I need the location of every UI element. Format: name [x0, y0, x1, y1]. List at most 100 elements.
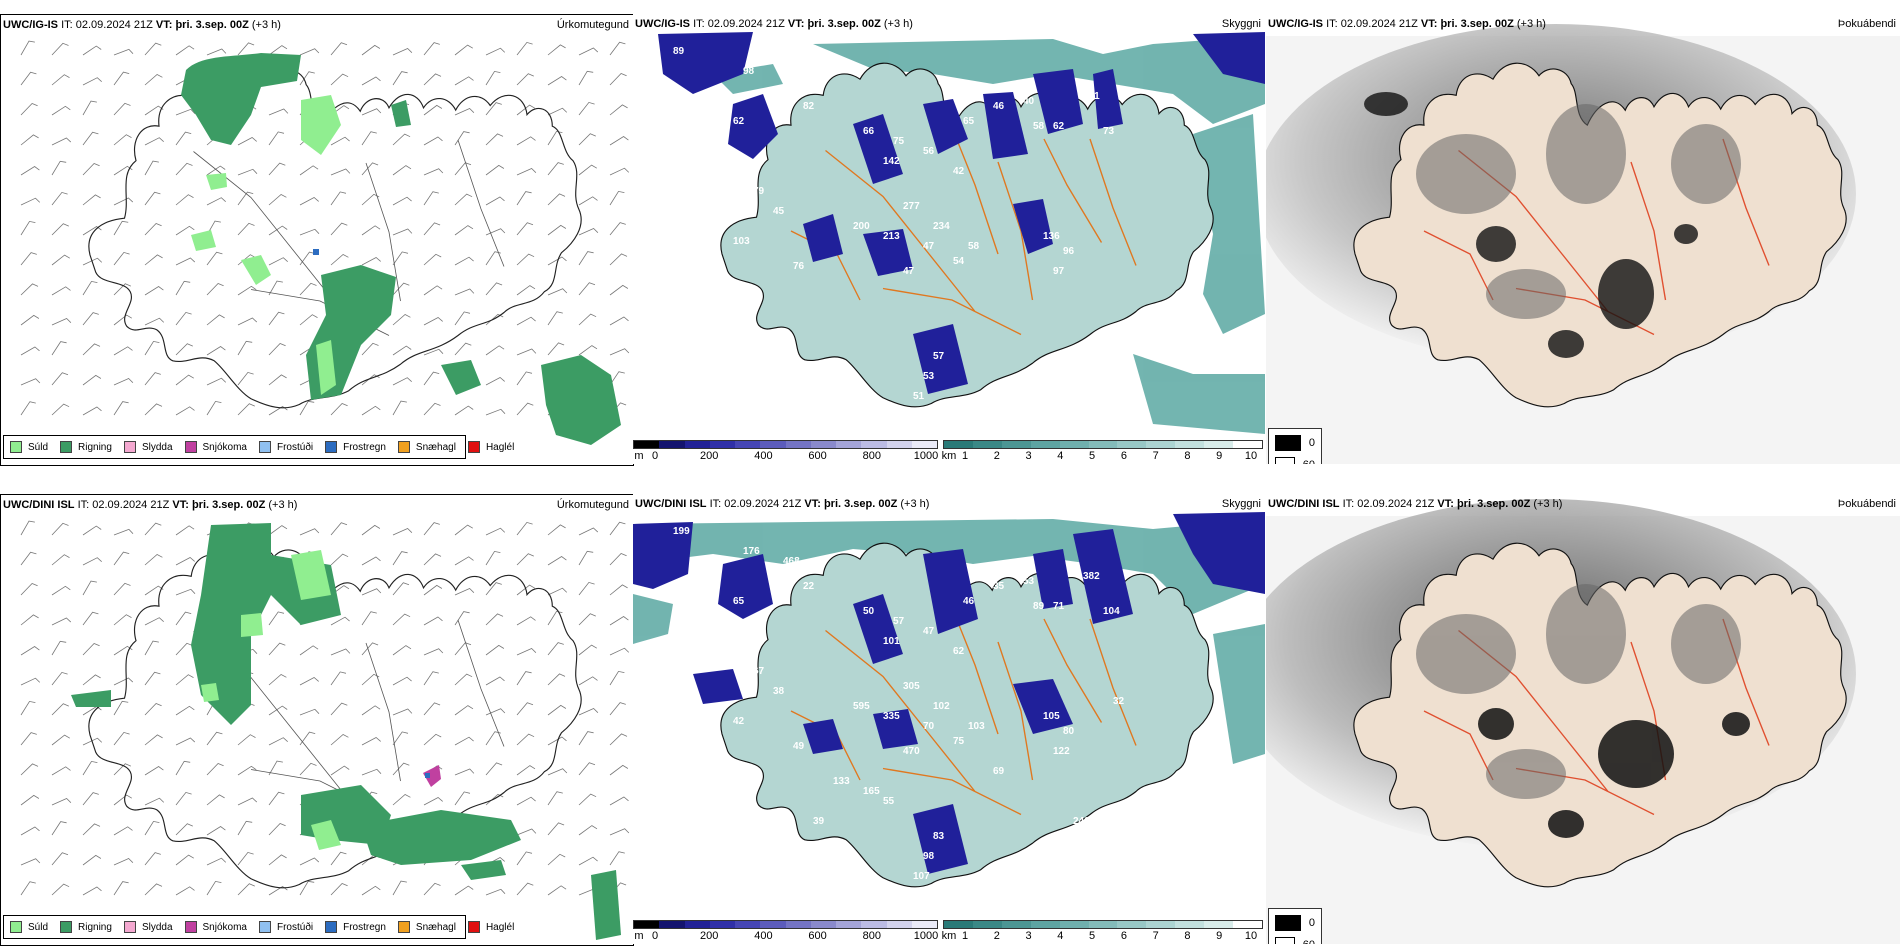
wind-barb	[175, 45, 195, 56]
cloud-base-value-label: 98	[743, 66, 755, 77]
wind-barb	[175, 674, 194, 686]
wind-barb	[237, 317, 258, 326]
fog-legend: 0 60	[1268, 428, 1322, 464]
wind-barb	[113, 48, 134, 56]
wind-barb	[268, 854, 287, 866]
cloud-base-value-label: 305	[903, 681, 920, 692]
wind-barb	[237, 191, 254, 206]
wind-barb	[547, 311, 563, 326]
wind-barb	[82, 163, 100, 176]
colorbar-segment	[785, 921, 811, 928]
wind-barb	[20, 252, 37, 266]
wind-barb	[268, 225, 288, 236]
wind-barb	[330, 191, 347, 206]
cloud-base-value-label: 82	[803, 101, 815, 112]
wind-barb	[454, 556, 474, 566]
cloud-base-value-label: 73	[1103, 126, 1115, 137]
fog-legend-label: 0	[1308, 917, 1315, 929]
colorbar-scale	[943, 920, 1263, 929]
wind-barb	[82, 854, 102, 866]
wind-barb	[330, 136, 350, 146]
wind-barb	[578, 101, 595, 116]
wind-barb	[392, 551, 408, 566]
wind-barb	[454, 736, 474, 746]
colorbar-tick: 600	[808, 450, 827, 462]
colorbar-segment	[684, 921, 710, 928]
wind-barb	[113, 528, 134, 536]
cloud-base-value-label: 103	[733, 236, 750, 247]
wind-barb	[20, 134, 39, 146]
wind-barb	[237, 42, 255, 56]
cloud-base-value-label: 240	[1073, 816, 1090, 827]
colorbar-tick: 800	[862, 450, 881, 462]
cloud-base-value-label: 65	[963, 116, 975, 127]
legend-swatch	[325, 441, 338, 453]
wind-barb	[423, 168, 444, 176]
wind-barb	[609, 284, 629, 296]
wind-barb	[268, 131, 285, 146]
wind-barb	[237, 797, 258, 806]
legend-swatch	[397, 441, 410, 453]
wind-barb	[361, 225, 381, 236]
wind-barb	[485, 550, 501, 566]
cloud-base-value-label: 89	[1033, 601, 1045, 612]
wind-barb	[206, 731, 223, 746]
panel-header: UWC/IG-IS IT: 02.09.2024 21Z VT: þri. 3.…	[635, 18, 913, 30]
colorbar-segment	[861, 441, 887, 448]
wind-barb	[299, 71, 315, 86]
colorbar-segment	[810, 921, 836, 928]
wind-barb	[454, 256, 474, 266]
wind-barb	[485, 133, 504, 146]
wind-barb	[423, 253, 442, 266]
wind-barb	[237, 285, 257, 296]
wind-barb	[547, 791, 563, 806]
wind-barb	[144, 852, 161, 866]
colorbar-segment	[1175, 921, 1205, 928]
wind-barb	[113, 102, 131, 116]
wind-barb	[423, 797, 443, 806]
wind-barb	[113, 677, 134, 686]
wind-barb	[392, 228, 413, 236]
wind-barb	[609, 167, 630, 176]
colorbar-segment	[886, 921, 912, 928]
wind-barb	[20, 378, 41, 386]
wind-barb	[20, 551, 37, 566]
wind-barb	[578, 196, 598, 206]
wind-barb	[485, 762, 503, 776]
colorbar-segment	[1088, 441, 1118, 448]
colorbar-segment	[760, 441, 786, 448]
wind-barb	[144, 191, 161, 206]
wind-barb	[268, 257, 288, 266]
wind-barb	[268, 886, 288, 896]
wind-barb	[51, 883, 70, 896]
wind-barb	[423, 191, 439, 206]
wind-barb	[144, 340, 160, 356]
wind-barb	[423, 882, 441, 896]
wind-barb	[51, 341, 67, 356]
cloud-base-value-label: 65	[733, 596, 745, 607]
colorbar-tick: 0	[651, 450, 659, 462]
panel-title: Skyggni	[1221, 18, 1261, 30]
colorbar-tick: 9	[1216, 450, 1223, 462]
wind-barb	[609, 253, 628, 266]
wind-barb	[578, 70, 594, 86]
legend-swatch	[467, 921, 480, 933]
wind-barb	[454, 642, 472, 656]
wind-barb	[361, 374, 380, 386]
wind-barb	[361, 162, 379, 176]
cloud-base-colorbar: m 0 200 400 600 800 1000	[633, 440, 938, 463]
wind-barb	[268, 525, 288, 536]
wind-barb	[144, 797, 165, 806]
wind-barb	[423, 702, 441, 716]
wind-barb	[578, 581, 595, 596]
colorbar-segment	[735, 441, 761, 448]
wind-barb	[485, 793, 504, 806]
wind-barb	[51, 766, 71, 776]
precip-type-map-row2: UWC/DINI ISL IT: 02.09.2024 21Z VT: þri.…	[0, 494, 634, 946]
wind-barb	[82, 823, 101, 836]
cloud-base-value-label: 47	[923, 626, 935, 637]
wind-barb	[423, 348, 444, 356]
wind-barb	[547, 587, 568, 596]
wind-barb	[454, 885, 474, 896]
wind-barb	[547, 704, 567, 716]
